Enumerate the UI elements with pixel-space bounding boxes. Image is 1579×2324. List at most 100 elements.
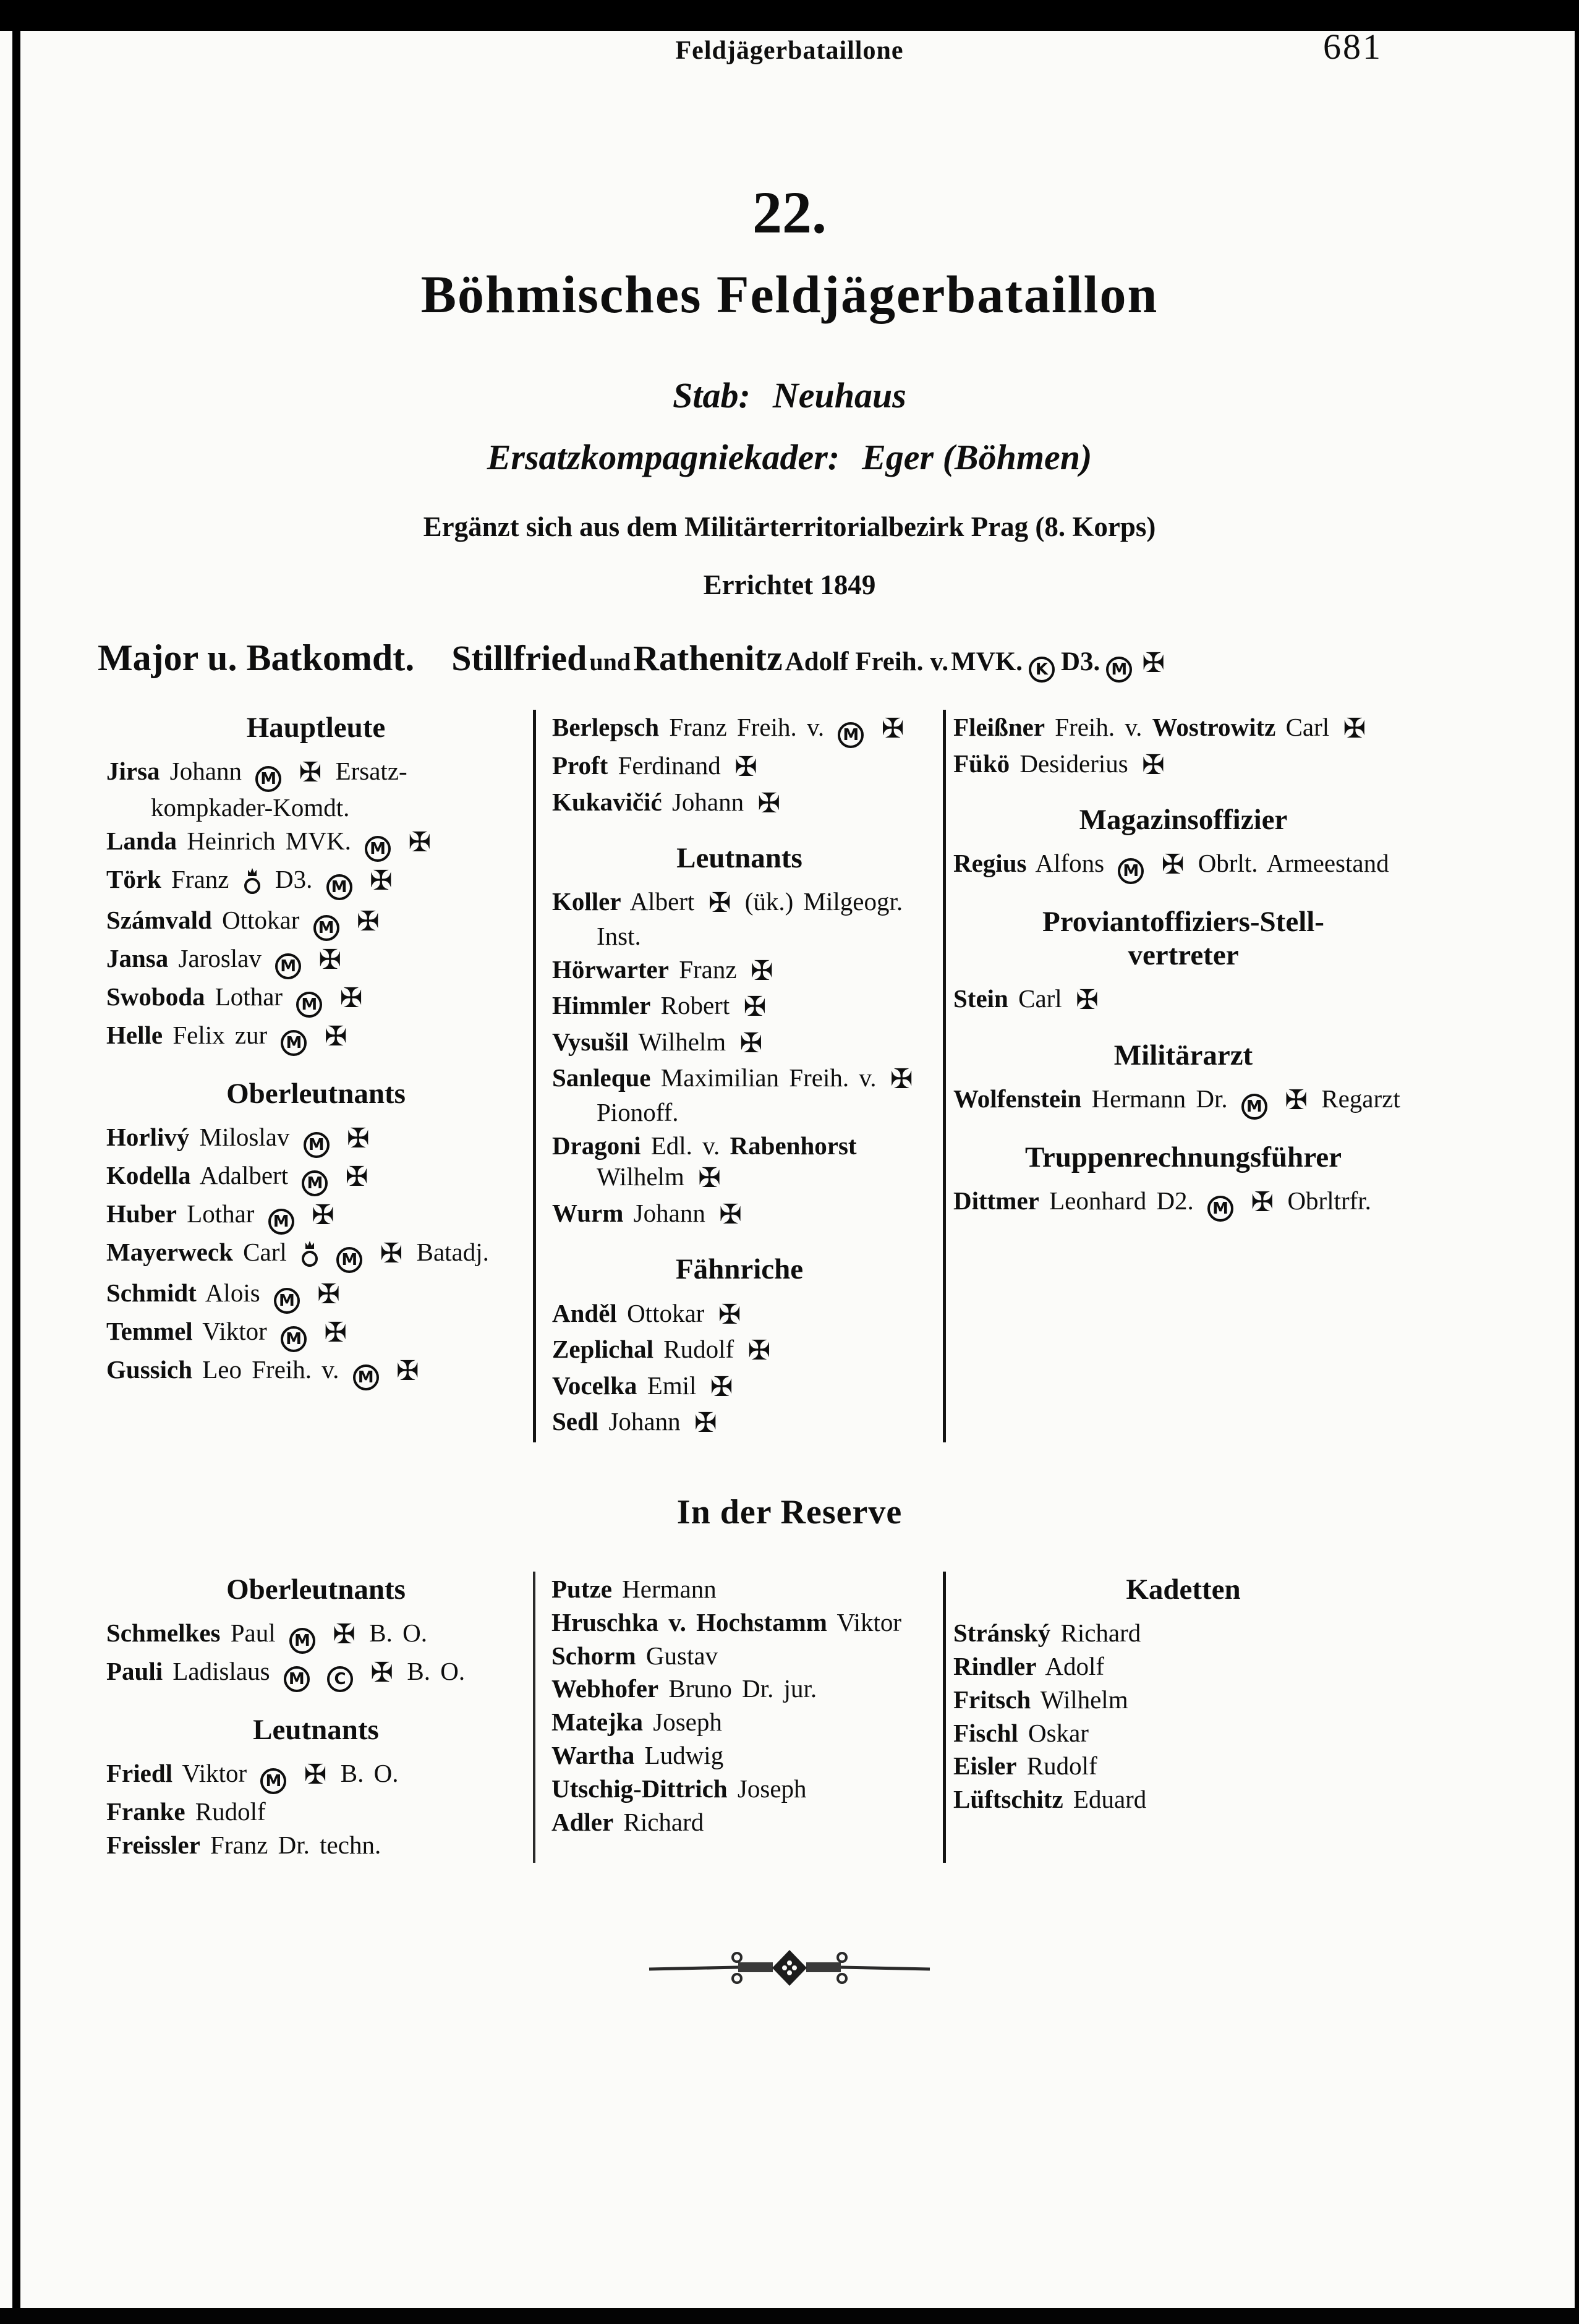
officer-surname: Gussich — [106, 1355, 192, 1384]
rank-block: Fähnriche Anděl Ottokar ✠ Zeplichal Rudolf… — [552, 1253, 927, 1440]
officer-text: Miloslav — [199, 1122, 290, 1151]
medal-C-icon: C — [327, 1666, 354, 1693]
officer-entry: Hruschka v. Hochstamm Viktor — [551, 1607, 927, 1638]
officer-surname: Pauli — [106, 1657, 163, 1686]
officer-surname: Fischl — [953, 1718, 1018, 1747]
rank-header: Kadetten — [1126, 1573, 1241, 1606]
officer-text: Wilhelm — [638, 1027, 726, 1056]
merit-cross-icon: ✠ — [698, 1162, 721, 1194]
officer-surname: Zeplichal — [552, 1335, 654, 1364]
officer-columns-reserve: Oberleutnants Schmelkes Paul M ✠ B. O. Pau… — [99, 1572, 1459, 1863]
ornament-graphic — [649, 1950, 930, 1986]
officer-text: Albert — [629, 887, 695, 916]
officer-column: Hauptleute Jirsa Johann M ✠ Ersatz- kompk… — [99, 710, 533, 1442]
officer-entry: Berlepsch Franz Freih. v. M ✠ — [552, 712, 927, 748]
officer-column: Fleißner Freih. v. Wostrowitz Carl ✠ Fükö… — [946, 710, 1421, 1442]
officer-surname: Anděl — [552, 1298, 617, 1327]
merit-cross-icon: ✠ — [333, 1619, 356, 1651]
officer-entry: Webhofer Bruno Dr. jur. — [551, 1673, 927, 1705]
officer-surname: Wurm — [552, 1198, 624, 1227]
rank-block: Berlepsch Franz Freih. v. M ✠ Proft Ferdi… — [552, 712, 927, 820]
officer-entry: Stein Carl ✠ — [953, 983, 1413, 1018]
medal-M-icon: M — [281, 1029, 307, 1056]
officer-surname: Jirsa — [106, 757, 160, 786]
officer-surname: Mayerweck — [106, 1237, 233, 1266]
commander-text: Rathenitz — [633, 638, 783, 678]
scan-border-top — [0, 0, 1579, 31]
officer-text: Hermann Dr. — [1091, 1084, 1228, 1113]
officer-text: Ludwig — [644, 1741, 724, 1770]
officer-text: Armeestand — [1266, 849, 1389, 878]
officer-text: Desiderius — [1019, 749, 1128, 778]
officer-text: kompkader-Komdt. — [151, 793, 350, 822]
officer-entry: Anděl Ottokar ✠ — [552, 1298, 927, 1332]
scan-border-right — [1575, 0, 1579, 2324]
medal-M-icon: M — [268, 1208, 294, 1235]
merit-cross-icon: ✠ — [718, 1298, 741, 1330]
rank-header: Magazinsoffizier — [1079, 804, 1288, 836]
officer-entry: Pauli Ladislaus M C ✠ B. O. — [106, 1656, 526, 1693]
medal-M-icon: M — [302, 1170, 328, 1196]
scan-border-bottom — [0, 2308, 1579, 2324]
officer-entry: Lüftschitz Eduard — [953, 1784, 1413, 1815]
officer-entry: Fischl Oskar — [953, 1717, 1413, 1749]
officer-surname: Kodella — [106, 1160, 191, 1190]
officer-surname: Vysušil — [552, 1027, 629, 1056]
officer-text: Rudolf — [1026, 1752, 1097, 1781]
officer-text: Alois — [205, 1278, 260, 1307]
officer-text: Johann — [169, 757, 242, 786]
officer-surname: Fükö — [953, 749, 1010, 778]
officer-surname: Adler — [551, 1807, 614, 1836]
officer-text: Heinrich — [187, 826, 276, 855]
officer-text: Ersatz- — [335, 757, 407, 786]
officer-entry: Zeplichal Rudolf ✠ — [552, 1334, 927, 1368]
officer-surname: Wolfenstein — [953, 1084, 1082, 1113]
officer-text: Johann — [671, 787, 744, 816]
running-header: Feldjägerbataillone — [675, 36, 904, 65]
officer-entry: Temmel Viktor M ✠ — [106, 1316, 526, 1352]
officer-text: Alfons — [1035, 849, 1105, 878]
merit-cross-icon: ✠ — [317, 1278, 341, 1310]
commander-text: MVK. — [951, 647, 1023, 676]
merit-cross-icon: ✠ — [396, 1355, 419, 1387]
officer-text: Obrltrfr. — [1287, 1186, 1371, 1215]
officer-entry: Vocelka Emil ✠ — [552, 1370, 927, 1405]
officer-surname: Friedl — [106, 1759, 173, 1788]
officer-text: Franz — [171, 864, 229, 893]
officer-entry: Freissler Franz Dr. techn. — [106, 1829, 526, 1861]
officer-surname: Jansa — [106, 943, 169, 973]
medal-M-icon: M — [1118, 858, 1144, 885]
officer-entry: Putze Hermann — [551, 1573, 927, 1605]
officer-text: Johann — [608, 1407, 681, 1436]
officer-text: Viktor — [836, 1607, 902, 1637]
officer-surname: Koller — [552, 887, 621, 916]
officer-columns-main: Hauptleute Jirsa Johann M ✠ Ersatz- kompk… — [99, 710, 1459, 1442]
officer-text: Obrlt. — [1198, 849, 1258, 878]
merit-cross-icon: ✠ — [408, 826, 432, 858]
medal-M-icon: M — [303, 1131, 330, 1158]
merit-cross-icon: ✠ — [1142, 647, 1165, 679]
officer-text: Ferdinand — [618, 751, 721, 780]
officer-entry: Proft Ferdinand ✠ — [552, 750, 927, 785]
officer-column: Kadetten Stránský Richard Rindler Adolf Fri… — [946, 1572, 1421, 1863]
commander-text: D3. — [1060, 647, 1100, 676]
medal-M-icon: M — [352, 1364, 379, 1390]
officer-entry: Fleißner Freih. v. Wostrowitz Carl ✠ — [953, 712, 1413, 746]
officer-text: Regarzt — [1321, 1084, 1400, 1113]
officer-text: Lothar — [187, 1199, 255, 1228]
stab-value: Neuhaus — [772, 375, 906, 415]
medal-M-icon: M — [1106, 657, 1133, 683]
commander-rank-label: Major u. Batkomdt. — [98, 637, 415, 678]
merit-cross-icon: ✠ — [339, 982, 363, 1014]
officer-entry: Dittmer Leonhard D2. M ✠ Obrltrfr. — [953, 1185, 1413, 1222]
merit-cross-icon: ✠ — [324, 1316, 347, 1348]
officer-entry: Hörwarter Franz ✠ — [552, 954, 927, 989]
officer-text: D3. — [275, 864, 313, 893]
commander-text: und — [589, 648, 631, 676]
officer-surname: Törk — [106, 864, 161, 893]
scan-border-left — [12, 0, 20, 2324]
medal-K-icon: K — [1028, 657, 1055, 683]
officer-text: Leonhard — [1049, 1186, 1147, 1215]
officer-surname: Schmidt — [106, 1278, 197, 1307]
officer-text: Richard — [1060, 1619, 1141, 1648]
